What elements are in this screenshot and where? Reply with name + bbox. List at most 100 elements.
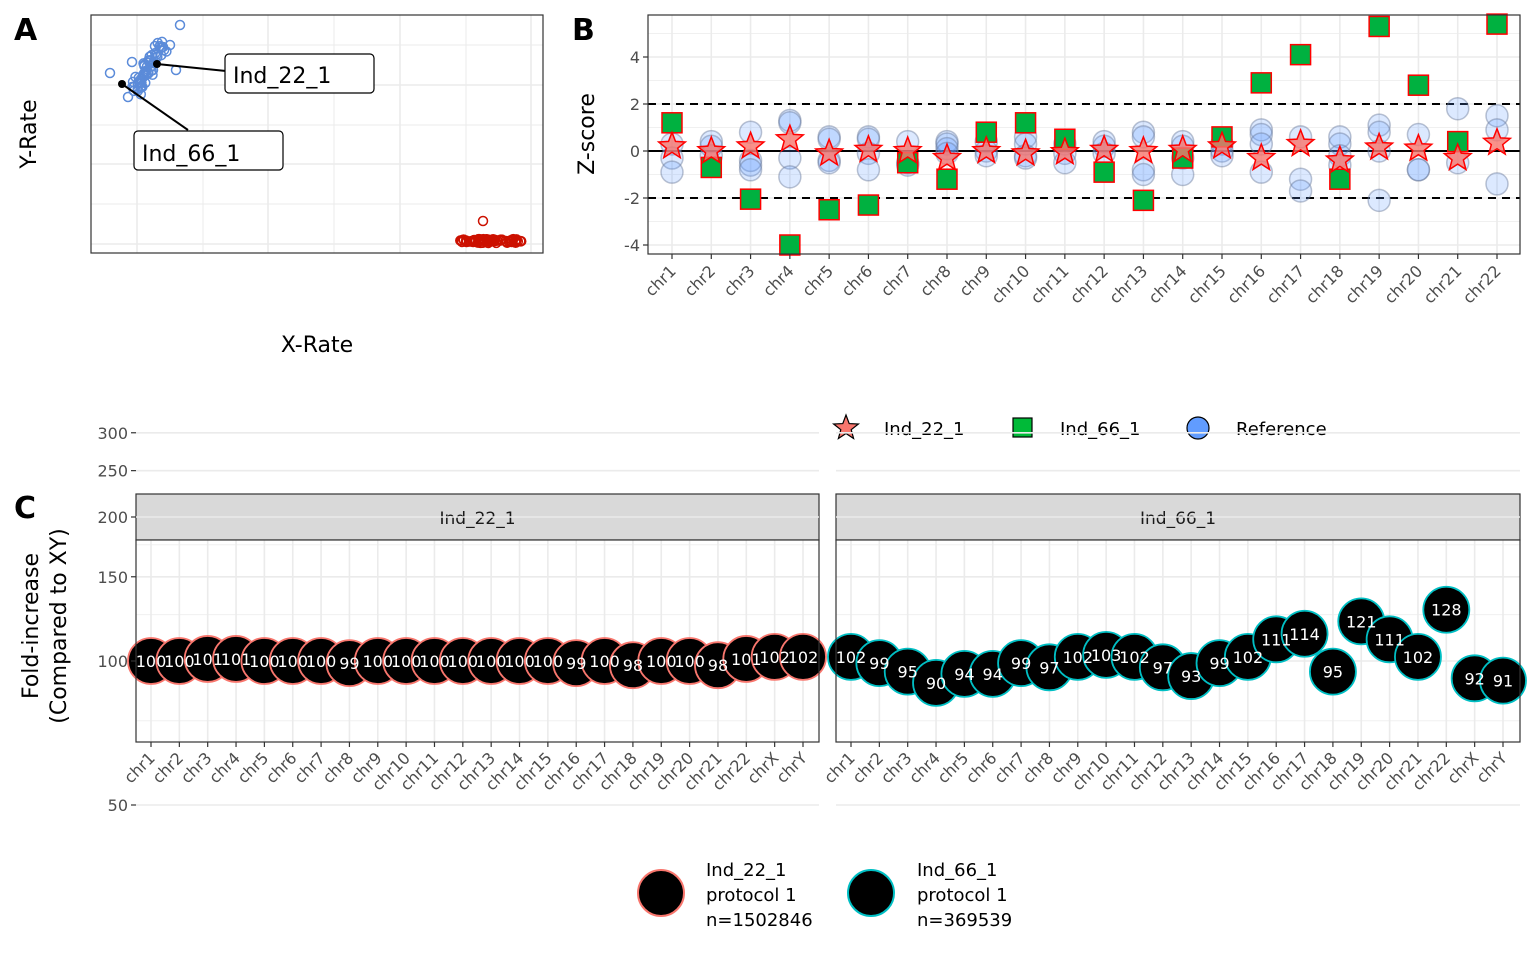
bubble-value-label: 100: [646, 652, 677, 671]
panel-a-border: [90, 14, 544, 254]
reference-point: [778, 165, 802, 189]
bubble-value-label: 100: [249, 652, 280, 671]
panel-b-border: [647, 14, 1521, 255]
ind22-point: [1246, 142, 1277, 172]
ind66-point: [739, 188, 762, 210]
ind66-point: [936, 168, 958, 190]
x-tick-label: chr18: [1302, 261, 1348, 307]
x-tick-label: chr11: [1027, 261, 1073, 307]
bubble-value-label: 97: [1153, 658, 1173, 677]
legend-label-ind66: Ind_66_1: [1060, 419, 1141, 440]
reference-point: [1288, 179, 1313, 203]
ind66-point: [1093, 161, 1115, 183]
ind22-point: [1363, 131, 1395, 161]
bubble-value-label: 100: [164, 652, 195, 671]
legend-ind22-line3: n=1502846: [706, 910, 813, 931]
bubble-value-label: 100: [533, 652, 564, 671]
facet-strip-label: Ind_22_1: [439, 509, 515, 529]
ind22-point: [735, 130, 766, 160]
y-tick-label: -4: [624, 236, 640, 255]
scatter-point-xx: [489, 234, 501, 246]
y-tick-label: 250: [97, 462, 128, 481]
reference-point: [1367, 188, 1391, 213]
x-tick-label: chr12: [1066, 261, 1112, 307]
ind66-point: [818, 199, 840, 221]
bubble-value-label: 100: [504, 652, 535, 671]
bubble-value-label: 92: [1464, 669, 1484, 688]
panel-a-y-axis-title: Y-Rate: [17, 99, 42, 169]
bubble-value-label: 102: [759, 648, 790, 667]
scatter-point-xy: [174, 19, 186, 31]
ind66-point: [1329, 168, 1351, 190]
ind22-point: [1285, 127, 1316, 158]
bubble-point: [779, 632, 827, 681]
reference-point: [1288, 167, 1313, 191]
scatter-point-xy: [147, 69, 158, 81]
scatter-point-xx: [505, 236, 517, 247]
ind22-point: [1403, 132, 1434, 162]
callout-label-ind22: Ind_22_1: [233, 64, 331, 89]
scatter-point-xx: [456, 235, 467, 246]
bubble-value-label: 128: [1431, 601, 1462, 620]
panel-c-legend: Ind_22_1 protocol 1 n=1502846 Ind_66_1 p…: [637, 860, 1012, 931]
bubble-value-label: 100: [363, 652, 394, 671]
scatter-point-xx: [468, 235, 480, 247]
legend-ind22-line1: Ind_22_1: [706, 860, 787, 881]
y-tick-label: 50: [108, 796, 128, 815]
x-tick-label: chr3: [720, 261, 759, 300]
reference-point: [856, 158, 881, 182]
panel-b-x-axis: chr1 chr2 chr3 chr4 chr5 chr6 chr7 chr8 chr9chr1…: [641, 254, 1505, 307]
bubble-value-label: 100: [391, 652, 422, 671]
panel-b-ind22-points: [656, 123, 1513, 174]
ind22-point: [1128, 134, 1159, 164]
reference-point: [1485, 172, 1509, 196]
callout-box-ind22: [224, 53, 375, 94]
legend-ind66-line3: n=369539: [917, 910, 1012, 931]
panel-letter-a: A: [14, 13, 38, 48]
ind66-point: [1289, 43, 1312, 66]
legend-label-ind22: Ind_22_1: [884, 419, 965, 440]
bubble-value-label: 94: [954, 665, 974, 684]
y-tick-label: 300: [97, 424, 128, 443]
bubble-value-label: 93: [1181, 667, 1201, 686]
bubble-value-label: 102: [1119, 648, 1150, 667]
bubble-point: [1394, 632, 1442, 681]
bubble-value-label: 100: [277, 652, 308, 671]
scatter-point-xy: [122, 91, 134, 103]
x-tick-label: chr14: [1145, 261, 1191, 307]
reference-point: [1131, 158, 1156, 182]
panel-c-y-axis-title-line1: Fold-increase: [19, 553, 44, 699]
reference-point: [1249, 118, 1274, 142]
ind22-point: [892, 134, 923, 164]
ind22-point: [1088, 133, 1120, 163]
scatter-point-xy: [155, 49, 167, 61]
x-tick-label: chr16: [1223, 261, 1269, 307]
x-tick-label: chr7: [877, 261, 916, 300]
bubble-value-label: 103: [1091, 646, 1122, 665]
x-tick-label: chrY: [1472, 748, 1511, 787]
bubble-value-label: 100: [476, 652, 507, 671]
callout-box-ind66: [133, 130, 284, 171]
x-tick-label: chrY: [772, 748, 811, 787]
bubble-value-label: 102: [788, 648, 819, 667]
legend-square-icon: [1012, 417, 1033, 438]
ind22-point: [1206, 130, 1238, 160]
bubble-value-label: 99: [566, 654, 586, 673]
legend-circle-ind22-icon: [637, 869, 685, 917]
bubble-point: [1309, 647, 1357, 696]
ind66-point: [1407, 74, 1430, 96]
legend-ind22-line2: protocol 1: [706, 885, 797, 906]
panel-b-y-axis: -4 -2 0 2 4: [624, 48, 648, 255]
bubble-value-label: 98: [623, 656, 643, 675]
x-tick-label: chr13: [1105, 261, 1151, 307]
bubble-value-label: 102: [1403, 648, 1434, 667]
y-tick-label: 0: [630, 142, 640, 161]
bubble-value-label: 100: [674, 652, 705, 671]
callout-line-ind22: [156, 63, 227, 72]
ind22-point: [853, 133, 884, 163]
highlight-point-ind22: [153, 60, 161, 68]
scatter-point-xy: [141, 68, 152, 80]
